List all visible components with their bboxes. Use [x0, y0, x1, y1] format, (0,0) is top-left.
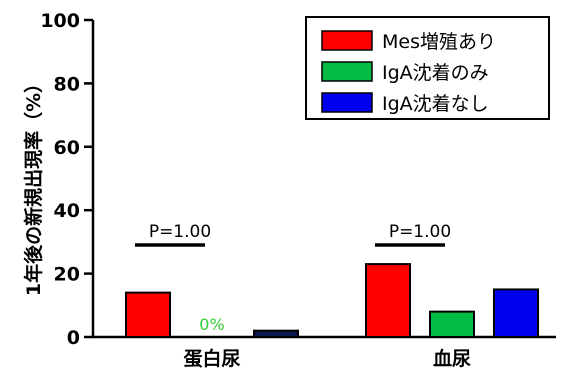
annotations: P=1.00 P=1.00 0%: [135, 222, 451, 334]
y-tick-label: 0: [67, 327, 80, 349]
y-tick-label: 20: [54, 264, 80, 286]
zero-value-label: 0%: [199, 315, 224, 334]
bar: [365, 263, 411, 338]
legend: Mes増殖あり IgA沈着のみ IgA沈着なし: [305, 16, 550, 120]
legend-swatch-iga-only: [321, 61, 373, 82]
legend-label-mes: Mes増殖あり: [382, 31, 496, 53]
legend-label-no-iga: IgA沈着なし: [382, 93, 489, 115]
y-tick-label: 100: [40, 10, 80, 32]
y-tick-label: 80: [54, 73, 80, 95]
bar: [253, 329, 299, 339]
p-value-label: P=1.00: [149, 222, 211, 242]
legend-swatch-no-iga: [321, 92, 373, 113]
bar: [429, 310, 475, 339]
x-category-label: 蛋白尿: [183, 347, 240, 370]
legend-label-iga-only: IgA沈着のみ: [382, 62, 489, 84]
bar: [125, 291, 171, 338]
bars: [125, 263, 539, 339]
y-axis-title: 1年後の新規出現率（%）: [22, 74, 45, 296]
y-tick-label: 40: [54, 200, 80, 222]
legend-swatch-mes: [321, 30, 373, 51]
bar: [493, 288, 539, 339]
x-category-label: 血尿: [433, 347, 471, 370]
y-ticks: 0 20 40 60 80 100: [40, 10, 93, 349]
p-value-label: P=1.00: [389, 222, 451, 242]
y-tick-label: 60: [54, 137, 80, 159]
category-labels: 蛋白尿 血尿: [183, 347, 471, 370]
